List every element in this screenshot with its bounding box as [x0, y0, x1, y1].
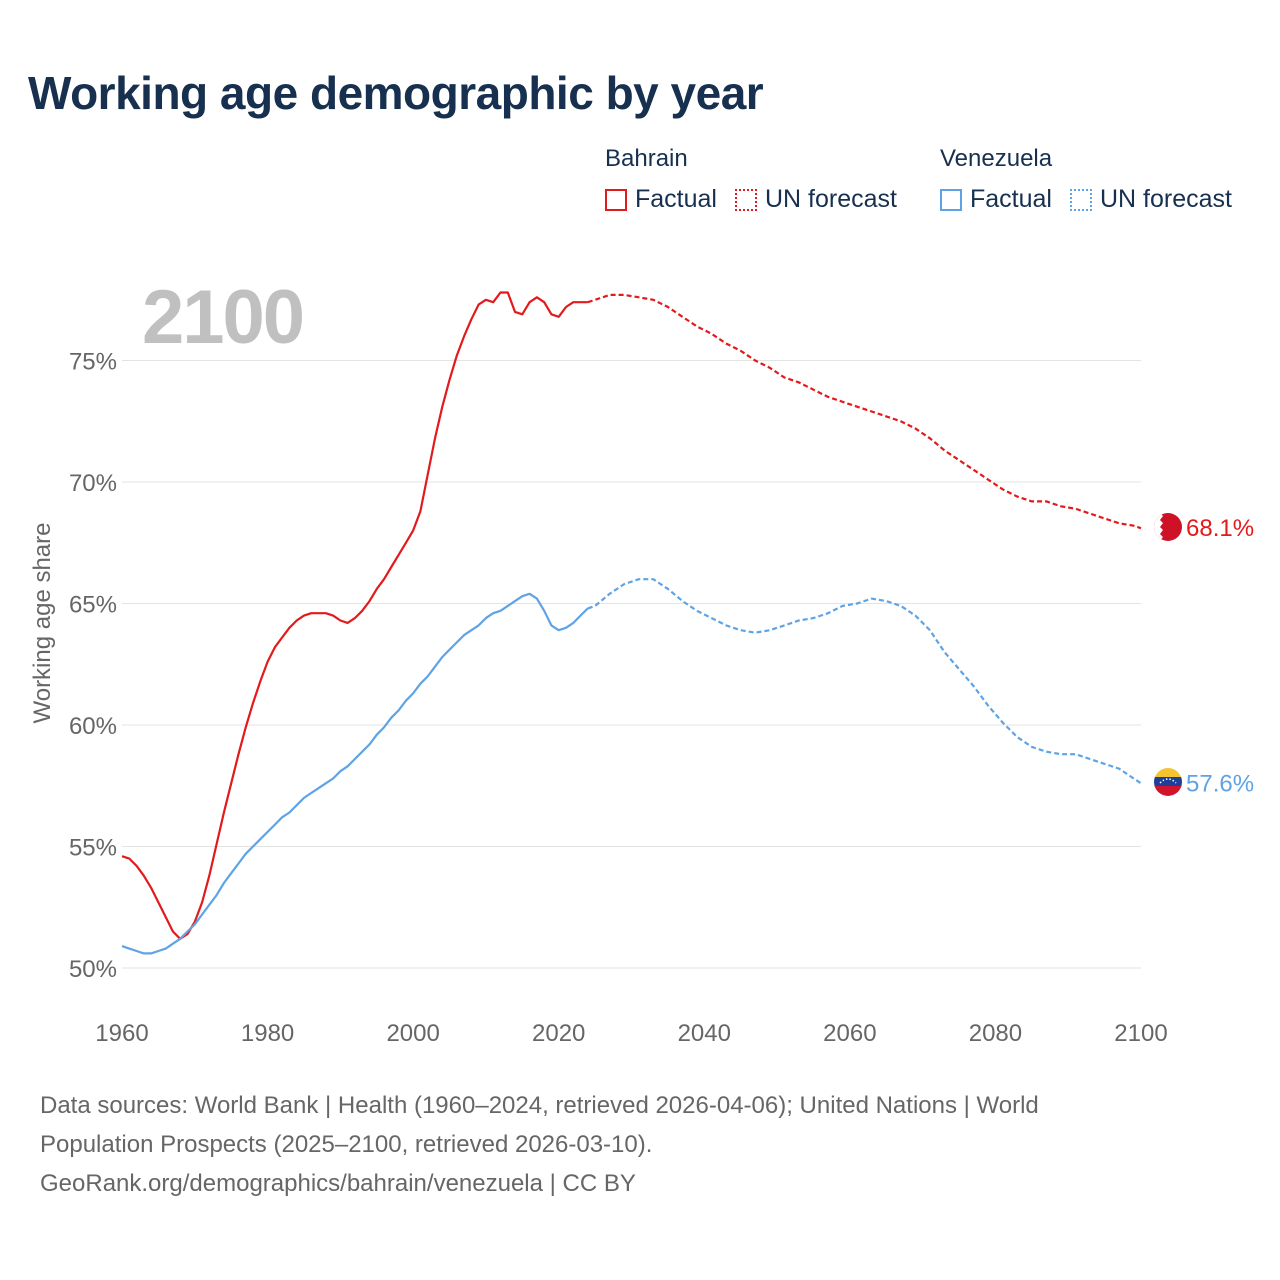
legend-item-label: UN forecast — [1099, 185, 1232, 213]
y-tick-label: 55% — [69, 835, 117, 862]
venezuela-flag-icon — [1154, 768, 1182, 796]
legend-venezuela: Venezuela Factual UN forecast — [940, 143, 1250, 214]
footer-sources: Data sources: World Bank | Health (1960–… — [40, 1086, 1200, 1203]
bahrain-flag-icon — [1154, 513, 1182, 541]
legend-venezuela-forecast[interactable]: UN forecast — [1069, 185, 1232, 214]
legend-swatch-solid — [605, 188, 627, 211]
y-tick-label: 50% — [69, 956, 117, 983]
footer-line: Data sources: World Bank | Health (1960–… — [40, 1092, 1039, 1119]
x-tick-label: 1980 — [241, 1020, 294, 1047]
x-tick-label: 2080 — [969, 1020, 1022, 1047]
legend-venezuela-factual[interactable]: Factual — [940, 185, 1052, 214]
legend-swatch-dotted — [1069, 188, 1092, 211]
legend-bahrain: Bahrain Factual UN forecast — [605, 143, 915, 214]
legend-item-label: Factual — [970, 185, 1052, 213]
venezuela-end-label: 57.6% — [1186, 770, 1254, 797]
bahrain-forecast-line — [587, 293, 1142, 530]
chart-title: Working age demographic by year — [28, 67, 764, 119]
legend-bahrain-forecast[interactable]: UN forecast — [734, 185, 897, 214]
venezuela-forecast-line — [587, 578, 1142, 785]
footer-line: Population Prospects (2025–2100, retriev… — [40, 1131, 653, 1158]
x-tick-label: 2020 — [532, 1020, 585, 1047]
y-tick-label: 60% — [69, 713, 117, 740]
legend-country-label: Bahrain — [605, 145, 688, 172]
x-tick-label: 2000 — [386, 1020, 439, 1047]
venezuela-factual-line — [121, 592, 589, 955]
y-tick-label: 70% — [69, 470, 117, 497]
footer-link[interactable]: GeoRank.org/demographics/bahrain/venezue… — [40, 1170, 636, 1197]
y-tick-label: 75% — [69, 349, 117, 376]
legend-item-label: Factual — [635, 185, 717, 213]
bahrain-factual-line — [121, 291, 588, 940]
y-axis-label: Working age share — [29, 523, 56, 724]
line-chart: 50% 55% 60% 65% 70% 75% 1960 1980 2000 2020 2040 20… — [29, 275, 1254, 1047]
y-tick-label: 65% — [69, 592, 117, 619]
legend-bahrain-factual[interactable]: Factual — [605, 185, 717, 214]
legend-swatch-solid — [940, 188, 962, 211]
x-tick-label: 2100 — [1114, 1020, 1167, 1047]
bahrain-end-label: 68.1% — [1186, 515, 1254, 542]
legend-swatch-dotted — [734, 188, 757, 211]
year-watermark: 2100 — [142, 275, 303, 360]
x-tick-label: 1960 — [95, 1020, 148, 1047]
x-tick-label: 2040 — [678, 1020, 731, 1047]
legend-country-label: Venezuela — [940, 145, 1053, 172]
legend-item-label: UN forecast — [764, 185, 897, 213]
x-tick-label: 2060 — [823, 1020, 876, 1047]
